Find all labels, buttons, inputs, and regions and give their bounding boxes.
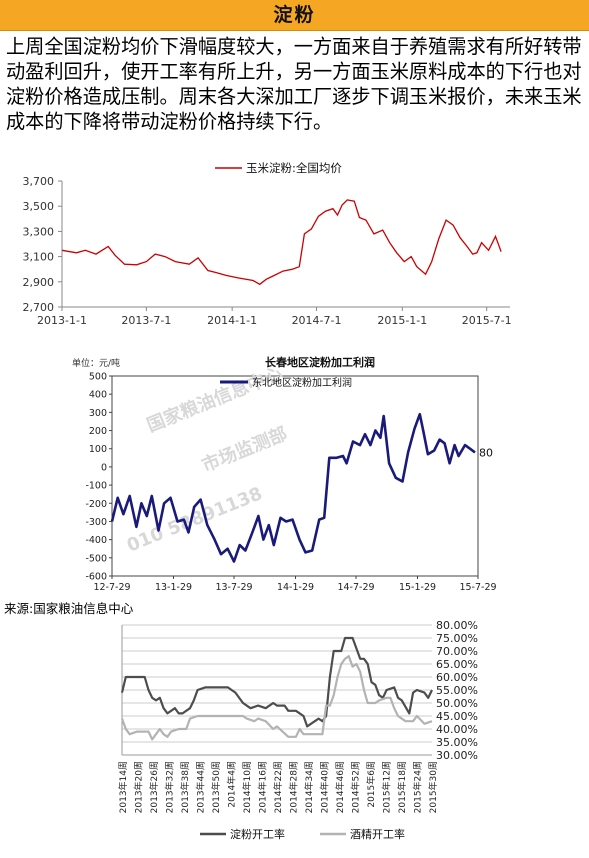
y-tick-label: 55.00% xyxy=(436,684,478,697)
x-tick-label: 2013-7-1 xyxy=(121,314,171,327)
x-tick-label: 2014年22周 xyxy=(272,761,284,813)
x-tick-label: 13-1-29 xyxy=(155,582,192,593)
plot-frame xyxy=(111,375,479,577)
y-tick-label: -600 xyxy=(85,572,107,583)
section-title: 淀粉 xyxy=(273,4,316,26)
end-value-label: 80 xyxy=(479,446,493,459)
x-tick-label: 2013年44周 xyxy=(195,761,207,813)
y-tick-label: 3,300 xyxy=(23,225,55,238)
y-tick-label: 65.00% xyxy=(436,658,478,671)
x-tick-label: 2014年46周 xyxy=(334,761,346,813)
y-tick-label: -200 xyxy=(85,499,107,510)
y-tick-label: 500 xyxy=(89,372,107,383)
watermark-phone: 010 58891138 xyxy=(124,483,265,556)
unit-label: 单位：元/吨 xyxy=(72,357,120,369)
y-tick-label: 3,500 xyxy=(23,200,55,213)
legend-label: 东北地区淀粉加工利润 xyxy=(252,376,352,389)
x-tick-label: 2015年24周 xyxy=(412,761,424,813)
x-tick-label: 2014年40周 xyxy=(319,761,331,813)
series-line-profit xyxy=(110,412,476,563)
legend-label: 淀粉开工率 xyxy=(230,827,285,841)
x-tick-label: 15-7-29 xyxy=(459,582,496,593)
chart-title: 长春地区淀粉加工利润 xyxy=(265,355,375,369)
y-tick-label: 2,900 xyxy=(23,276,55,289)
x-tick-label: 2014-7-1 xyxy=(292,314,342,327)
y-tick-label: 50.00% xyxy=(436,697,478,710)
summary-paragraph: 上周全国淀粉均价下滑幅度较大，一方面来自于养殖需求有所好转带动盈利回升，使开工率… xyxy=(6,35,582,133)
x-tick-label: 2015年30周 xyxy=(427,761,439,813)
x-tick-label: 2014年52周 xyxy=(350,761,362,813)
price-chart: 2,700 2,900 3,100 3,300 3,500 3,700 2013-1-1 20… xyxy=(23,161,512,327)
x-tick-label: 2013年38周 xyxy=(179,761,191,813)
y-tick-label: 100 xyxy=(89,444,107,455)
x-tick-label: 2013年20周 xyxy=(133,761,145,813)
x-tick-label: 2015年6周 xyxy=(365,761,377,808)
y-tick-label: -500 xyxy=(85,553,107,564)
x-tick-label: 14-7-29 xyxy=(337,582,374,593)
x-tick-label: 13-7-29 xyxy=(215,582,252,593)
x-tick-label: 2014年4周 xyxy=(226,761,238,808)
y-tick-label: 75.00% xyxy=(436,632,478,645)
legend-label: 玉米淀粉:全国均价 xyxy=(246,161,342,175)
x-tick-label: 2013年32周 xyxy=(164,761,176,813)
y-tick-label: 3,100 xyxy=(23,251,55,264)
x-tick-label: 2013-1-1 xyxy=(37,314,87,327)
x-tick-label: 12-7-29 xyxy=(93,582,130,593)
series-line-alcohol-rate xyxy=(120,655,433,741)
series-line-starch-price xyxy=(61,199,502,286)
x-tick-label: 2013年14周 xyxy=(117,761,129,813)
y-tick-label: 80.00% xyxy=(436,619,478,632)
y-tick-label: 60.00% xyxy=(436,671,478,684)
y-tick-label: 2,700 xyxy=(23,301,55,314)
x-tick-label: 2015年18周 xyxy=(396,761,408,813)
y-tick-label: 35.00% xyxy=(436,736,478,749)
y-tick-label: 3,700 xyxy=(23,175,55,188)
y-tick-label: 300 xyxy=(89,408,107,419)
y-tick-label: 400 xyxy=(89,390,107,401)
section-banner: 淀粉 xyxy=(0,0,589,31)
operating-rate-chart: 30.00%35.00%40.00%45.00%50.00%55.00%60.0… xyxy=(117,619,478,841)
x-tick-label: 2014年28周 xyxy=(288,761,300,813)
series-line-starch-rate xyxy=(120,636,433,728)
y-tick-label: 40.00% xyxy=(436,723,478,736)
y-tick-label: -100 xyxy=(85,481,107,492)
y-tick-label: 0 xyxy=(101,462,107,473)
x-tick-label: 2015年12周 xyxy=(381,761,393,813)
x-tick-label: 2015-1-1 xyxy=(377,314,427,327)
y-tick-label: -400 xyxy=(85,535,107,546)
x-tick-label: 14-1-29 xyxy=(277,582,314,593)
y-tick-label: 70.00% xyxy=(436,645,478,658)
y-tick-label: 30.00% xyxy=(436,749,478,762)
x-tick-label: 2014-1-1 xyxy=(207,314,257,327)
x-tick-label: 2014年16周 xyxy=(257,761,269,813)
x-tick-label: 2013年50周 xyxy=(210,761,222,813)
y-tick-label: 45.00% xyxy=(436,710,478,723)
x-tick-label: 2015-7-1 xyxy=(462,314,512,327)
y-tick-label: 200 xyxy=(89,426,107,437)
source-note: 来源:国家粮油信息中心 xyxy=(4,601,134,616)
x-tick-label: 2014年10周 xyxy=(241,761,253,813)
profit-chart: 长春地区淀粉加工利润 单位：元/吨 -600 -500 -400 -300 -200 -100… xyxy=(72,355,497,593)
watermark-org: 国家粮油信息中心 xyxy=(144,362,286,436)
legend-label: 酒精开工率 xyxy=(350,827,405,841)
x-tick-label: 2013年26周 xyxy=(148,761,160,813)
x-tick-label: 15-1-29 xyxy=(399,582,436,593)
x-tick-label: 2014年34周 xyxy=(303,761,315,813)
y-tick-label: -300 xyxy=(85,517,107,528)
watermark-dept: 市场监测部 xyxy=(199,423,291,477)
